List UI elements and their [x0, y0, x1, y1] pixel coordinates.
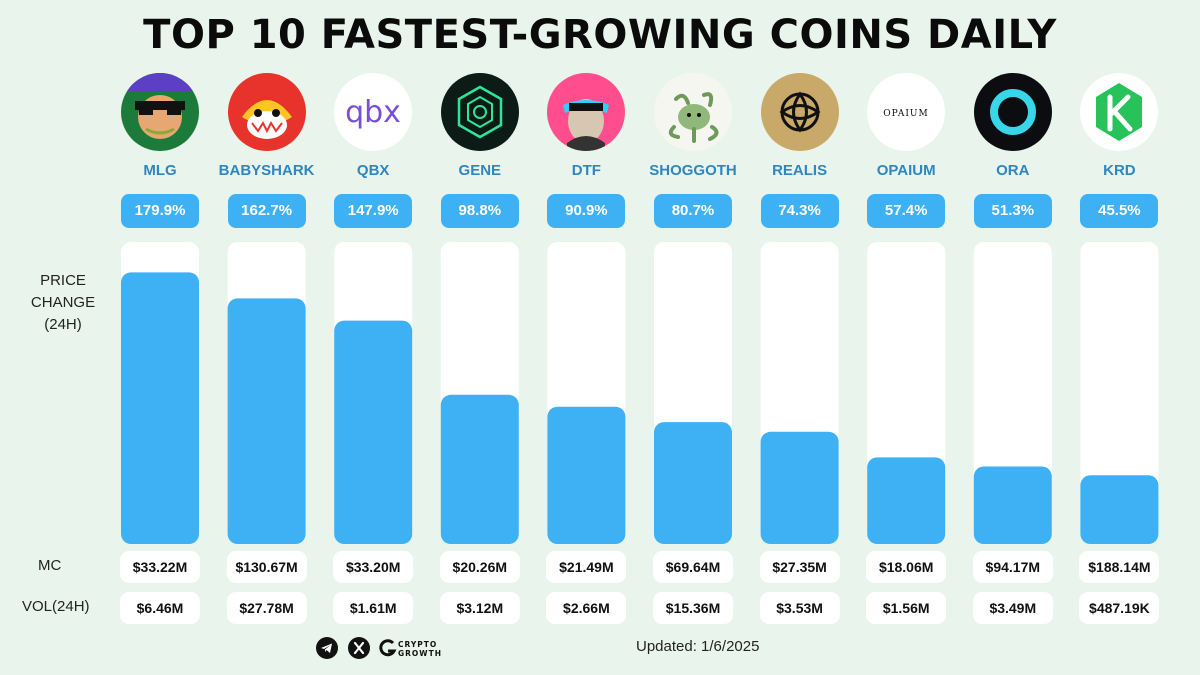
- value-label: 162.7%: [227, 194, 306, 228]
- category-label: KRD: [1103, 162, 1136, 179]
- opaium-logo-icon: OPAIUM: [867, 73, 946, 151]
- crypto-growth-logo-icon: [378, 638, 398, 658]
- category-label: ORA: [996, 162, 1030, 179]
- mc-row-label: MC: [38, 557, 62, 574]
- category-label: QBX: [356, 162, 390, 179]
- category-label: BABYSHARK: [218, 162, 315, 179]
- bar-ora: [973, 466, 1052, 544]
- realis-logo-icon: [760, 73, 839, 151]
- y-axis-label-line: PRICE: [40, 272, 86, 289]
- bar-babyshark: [227, 298, 306, 544]
- shoggoth-logo-icon: [654, 73, 732, 151]
- brand-line: CRYPTO: [398, 640, 438, 649]
- value-label: 80.7%: [654, 194, 732, 228]
- bar-realis: [760, 431, 839, 544]
- value-label: 147.9%: [334, 194, 413, 228]
- value-label: 179.9%: [121, 194, 199, 228]
- bar-dtf: [547, 406, 626, 544]
- bar-mlg: [121, 272, 199, 544]
- dtf-logo-icon: [547, 73, 626, 151]
- krd-logo-icon: [1080, 73, 1159, 151]
- category-label: REALIS: [772, 162, 828, 179]
- bar-shoggoth: [654, 422, 732, 544]
- opaium-logo-text: OPAIUM: [883, 109, 928, 119]
- mc-value: $33.22M: [120, 551, 200, 583]
- qbx-logo-icon: qbx: [334, 73, 413, 151]
- telegram-icon[interactable]: [316, 637, 338, 659]
- updated-date: Updated: 1/6/2025: [636, 638, 760, 655]
- vol-row-label: VOL(24H): [22, 598, 90, 615]
- vol-value: $1.56M: [866, 592, 947, 624]
- category-label: GENE: [458, 162, 502, 179]
- mc-value: $33.20M: [333, 551, 414, 583]
- bar-track: [1080, 242, 1159, 544]
- vol-value: $1.61M: [333, 592, 414, 624]
- bar-krd: [1080, 475, 1159, 544]
- value-label: 90.9%: [547, 194, 626, 228]
- mc-value: $130.67M: [226, 551, 307, 583]
- brand-text: CRYPTO GROWTH: [398, 640, 442, 658]
- vol-value: $15.36M: [653, 592, 733, 624]
- y-axis-label-line: (24H): [44, 316, 82, 333]
- value-label: 45.5%: [1080, 194, 1159, 228]
- vol-value: $27.78M: [226, 592, 307, 624]
- category-label: OPAIUM: [876, 162, 936, 179]
- gene-logo-icon: [440, 73, 519, 151]
- mc-value: $69.64M: [653, 551, 733, 583]
- mc-value: $27.35M: [759, 551, 840, 583]
- qbx-logo-text: qbx: [345, 95, 401, 130]
- category-label: MLG: [143, 162, 177, 179]
- value-label: 98.8%: [440, 194, 519, 228]
- x-icon[interactable]: [348, 637, 370, 659]
- mc-value: $20.26M: [439, 551, 520, 583]
- value-label: 51.3%: [973, 194, 1052, 228]
- vol-value: $3.12M: [439, 592, 520, 624]
- value-label: 57.4%: [867, 194, 946, 228]
- y-axis-label: PRICE CHANGE (24H): [22, 270, 104, 336]
- mc-value: $94.17M: [972, 551, 1053, 583]
- brand-line: GROWTH: [398, 649, 442, 658]
- vol-value: $3.49M: [972, 592, 1053, 624]
- vol-value: $487.19K: [1079, 592, 1160, 624]
- category-label: DTF: [571, 162, 601, 179]
- category-label: SHOGGOTH: [649, 162, 737, 179]
- value-label: 74.3%: [760, 194, 839, 228]
- bar-qbx: [334, 320, 413, 544]
- mc-value: $18.06M: [866, 551, 947, 583]
- bar-opaium: [867, 457, 946, 544]
- vol-value: $3.53M: [759, 592, 840, 624]
- vol-value: $6.46M: [120, 592, 200, 624]
- chart-title: TOP 10 FASTEST-GROWING COINS DAILY: [143, 12, 1057, 58]
- mc-value: $21.49M: [546, 551, 627, 583]
- bar-gene: [440, 394, 519, 544]
- vol-value: $2.66M: [546, 592, 627, 624]
- babyshark-logo-icon: [227, 73, 306, 151]
- ora-logo-icon: [973, 73, 1052, 151]
- mc-value: $188.14M: [1079, 551, 1160, 583]
- mlg-logo-icon: [121, 73, 199, 151]
- y-axis-label-line: CHANGE: [30, 294, 96, 311]
